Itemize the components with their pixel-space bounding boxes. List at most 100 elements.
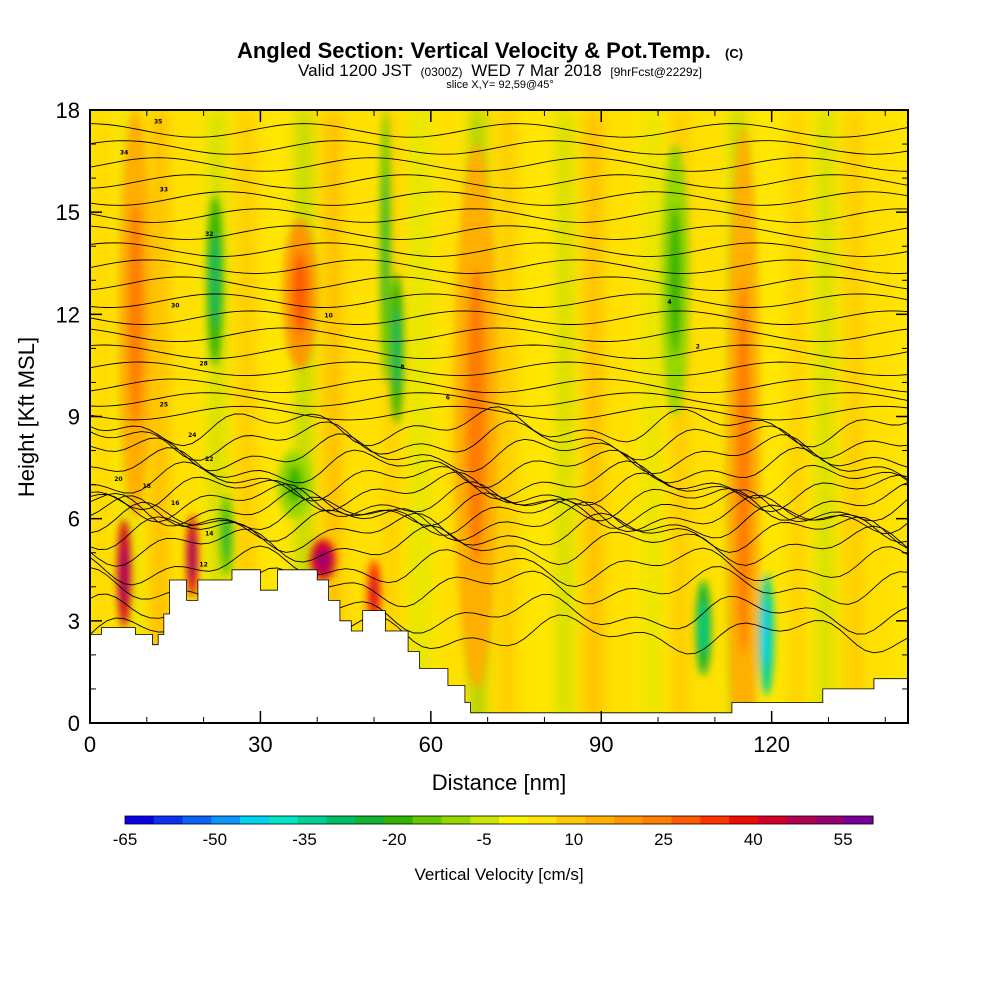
contour-label: 22	[205, 456, 213, 463]
contour-line	[90, 406, 908, 448]
contour-label: 24	[188, 432, 196, 439]
colorbar-swatch	[700, 816, 730, 824]
contour-line	[90, 174, 908, 189]
contour-line	[90, 259, 908, 274]
contour-line	[90, 433, 908, 475]
contour-line	[90, 525, 908, 567]
y-tick-label: 18	[56, 98, 80, 123]
contour-labels: 35 34 33 32 30 28 25 24 22 20 18 16 14 12 10 8 6 4 2	[114, 119, 700, 569]
velocity-stripe	[846, 110, 864, 723]
velocity-cell-core	[668, 205, 682, 356]
colorbar-swatch	[441, 816, 471, 824]
velocity-stripe	[618, 110, 627, 723]
velocity-cell-core	[121, 543, 128, 604]
contour-line	[90, 225, 908, 240]
contour-line	[90, 208, 908, 223]
contour-label: 30	[171, 303, 179, 310]
chart-subtitle: Valid 1200 JST (0300Z) WED 7 Mar 2018 [9…	[298, 61, 702, 80]
contour-label: 6	[446, 394, 450, 401]
velocity-cell-core	[393, 307, 400, 390]
velocity-cell-core	[466, 266, 487, 567]
velocity-stripe	[498, 110, 516, 723]
velocity-stripe	[445, 110, 453, 723]
colorbar-swatch	[412, 816, 442, 824]
y-tick-label: 9	[68, 405, 80, 430]
colorbar-tick-label: 10	[564, 830, 583, 849]
colorbar-tick-label: -5	[476, 830, 491, 849]
y-tick-label: 0	[68, 711, 80, 736]
x-tick-label: 0	[84, 732, 96, 757]
x-tick-label: 30	[248, 732, 272, 757]
colorbar-tick-label: -35	[292, 830, 317, 849]
colorbar: -65 -50 -35 -20 -5 10 25 40 55	[113, 815, 874, 849]
contour-line	[90, 361, 908, 377]
colorbar-swatch	[614, 816, 644, 824]
contour-line	[90, 123, 908, 138]
colorbar-label: Vertical Velocity [cm/s]	[414, 865, 583, 884]
contour-label: 32	[205, 231, 213, 238]
velocity-stripe	[184, 110, 193, 723]
y-tick-label: 3	[68, 609, 80, 634]
contour-line	[90, 293, 908, 308]
colorbar-tick-label: -50	[202, 830, 227, 849]
contour-line	[90, 310, 908, 325]
velocity-stripe	[879, 110, 888, 723]
contour-label: 2	[696, 343, 700, 350]
velocity-cell-core	[700, 601, 707, 654]
velocity-stripe	[585, 110, 603, 723]
contour-label: 28	[199, 360, 207, 367]
velocity-cell-core	[317, 548, 329, 571]
x-tick-label: 90	[589, 732, 613, 757]
chart-title: Angled Section: Vertical Velocity & Pot.…	[237, 38, 743, 63]
colorbar-swatch	[240, 816, 270, 824]
contour-line	[90, 242, 908, 257]
contour-label: 33	[160, 187, 168, 194]
velocity-stripe	[705, 110, 714, 723]
colorbar-swatch	[556, 816, 586, 824]
colorbar-swatch	[729, 816, 759, 824]
contour-label: 34	[120, 149, 128, 156]
velocity-stripe	[531, 110, 540, 723]
contour-line	[90, 501, 908, 543]
colorbar-tick-label: -20	[382, 830, 407, 849]
terrain-mask	[90, 569, 908, 723]
contour-line	[90, 447, 908, 489]
contour-line	[90, 420, 908, 461]
contour-label: 14	[205, 531, 213, 538]
y-tick-label: 6	[68, 507, 80, 532]
velocity-stripe	[558, 110, 572, 723]
contour-label: 12	[199, 561, 207, 568]
contour-line	[90, 405, 908, 421]
velocity-cell-core	[189, 533, 195, 579]
plot-area: 35 34 33 32 30 28 25 24 22 20 18 16 14 12 10 8 6 4 2	[90, 110, 908, 723]
y-tick-label: 12	[56, 302, 80, 327]
velocity-stripe	[358, 110, 367, 723]
contour-line	[90, 378, 908, 394]
contour-label: 18	[143, 483, 151, 490]
contour-line	[90, 545, 908, 588]
colorbar-tick-label: 25	[654, 830, 673, 849]
velocity-stripe	[271, 110, 280, 723]
colorbar-frame	[124, 815, 874, 825]
contour-line	[90, 191, 908, 206]
colorbar-swatch	[844, 816, 874, 824]
contour-line	[90, 157, 908, 172]
velocity-blobs	[117, 110, 774, 723]
colorbar-swatch	[642, 816, 673, 824]
colorbar-tick-label: -65	[113, 830, 138, 849]
contour-line	[90, 460, 908, 502]
x-axis-label: Distance [nm]	[432, 770, 567, 795]
colorbar-swatch	[268, 816, 299, 824]
colorbar-swatch	[211, 816, 241, 824]
colorbar-swatch	[786, 816, 816, 824]
velocity-cell-core	[292, 252, 308, 336]
colorbar-swatch	[671, 816, 701, 824]
contour-line	[90, 344, 908, 360]
contour-label: 35	[154, 119, 162, 126]
colorbar-swatch	[297, 816, 327, 824]
y-axis-label: Height [Kft MSL]	[14, 337, 39, 497]
velocity-stripe	[819, 110, 832, 723]
velocity-stripe	[645, 110, 659, 723]
contour-label: 16	[171, 500, 179, 507]
x-tick-label: 60	[419, 732, 443, 757]
